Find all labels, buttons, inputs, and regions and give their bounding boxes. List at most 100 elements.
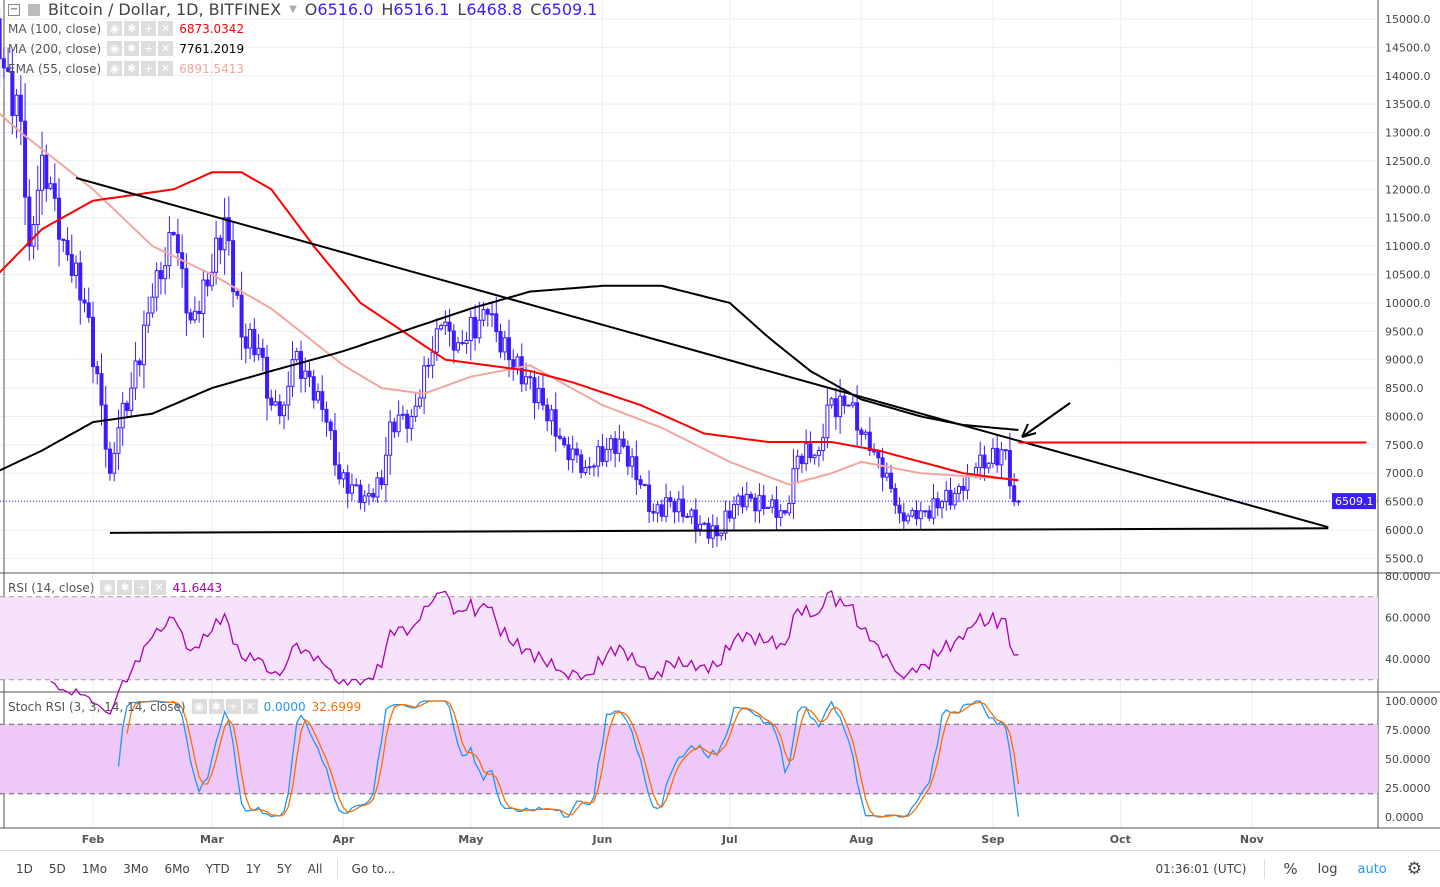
eye-icon[interactable]: ◉ bbox=[191, 699, 207, 714]
range-ytd[interactable]: YTD bbox=[205, 861, 230, 876]
eye-icon[interactable]: ◉ bbox=[107, 41, 123, 56]
plus-icon[interactable]: + bbox=[141, 41, 157, 56]
stoch-k-value: 0.0000 bbox=[263, 699, 306, 714]
indicator-label[interactable]: MA (100, close) bbox=[8, 21, 102, 36]
candle-body bbox=[375, 477, 380, 498]
range-all[interactable]: All bbox=[307, 861, 323, 876]
range-5d[interactable]: 5D bbox=[48, 861, 66, 876]
eye-icon[interactable]: ◉ bbox=[107, 61, 123, 76]
indicator-label[interactable]: EMA (55, close) bbox=[8, 61, 102, 76]
gear-icon[interactable]: ✱ bbox=[117, 580, 133, 595]
candle bbox=[995, 433, 1000, 473]
chart-canvas[interactable]: Feb Mar Apr May Jun Jul Aug Sep Oct Nov 15000.0 145… bbox=[0, 0, 1440, 850]
legend-ma100: MA (100, close) ◉ ✱ + ✕ 6873.0342 bbox=[8, 21, 244, 36]
close-icon[interactable]: ✕ bbox=[151, 580, 167, 595]
range-5y[interactable]: 5Y bbox=[276, 861, 292, 876]
plus-icon[interactable]: + bbox=[141, 61, 157, 76]
gear-icon[interactable]: ✱ bbox=[124, 21, 140, 36]
y-tick-label: 13000.0 bbox=[1385, 127, 1431, 140]
candle-body bbox=[27, 196, 32, 247]
candle-body bbox=[201, 279, 206, 315]
range-1mo[interactable]: 1Mo bbox=[81, 861, 108, 876]
rsi-tick-label: 40.0000 bbox=[1385, 653, 1431, 666]
candle bbox=[430, 336, 435, 379]
candle-body bbox=[1012, 485, 1017, 503]
candle-body bbox=[740, 495, 745, 508]
candle-body bbox=[507, 337, 512, 361]
candle bbox=[753, 493, 758, 523]
gear-icon[interactable]: ✱ bbox=[208, 699, 224, 714]
candle-body bbox=[366, 493, 371, 497]
candle-body bbox=[846, 404, 851, 407]
indicator-label[interactable]: RSI (14, close) bbox=[8, 580, 95, 595]
candle-body bbox=[396, 414, 401, 433]
indicator-label[interactable]: Stoch RSI (3, 3, 14, 14, close) bbox=[8, 699, 186, 714]
candle-body bbox=[647, 484, 652, 512]
candle-body bbox=[795, 455, 800, 470]
stoch-tick-label: 0.0000 bbox=[1385, 811, 1424, 824]
candle-body bbox=[956, 485, 961, 494]
plus-icon[interactable]: + bbox=[141, 21, 157, 36]
candle-body bbox=[332, 430, 337, 466]
indicator-label[interactable]: MA (200, close) bbox=[8, 41, 102, 56]
candle bbox=[655, 501, 660, 523]
range-3mo[interactable]: 3Mo bbox=[123, 861, 149, 876]
auto-toggle[interactable]: auto bbox=[1357, 861, 1387, 877]
candle-body bbox=[362, 495, 367, 503]
chevron-down-icon[interactable]: ▼ bbox=[289, 4, 297, 15]
symbol-title[interactable]: Bitcoin / Dollar, 1D, BITFINEX bbox=[48, 0, 282, 19]
candle bbox=[171, 231, 176, 236]
candle-body bbox=[923, 510, 928, 513]
percent-toggle[interactable]: % bbox=[1283, 860, 1298, 878]
candle bbox=[35, 165, 40, 251]
range-1y[interactable]: 1Y bbox=[245, 861, 261, 876]
clock-utc[interactable]: 01:36:01 (UTC) bbox=[1155, 862, 1247, 876]
candle-body bbox=[731, 504, 736, 519]
candle bbox=[248, 323, 253, 360]
candle bbox=[604, 437, 609, 468]
candle bbox=[867, 417, 872, 457]
candle-body bbox=[235, 291, 240, 296]
close-icon[interactable]: ✕ bbox=[158, 21, 174, 36]
candle-body bbox=[248, 328, 253, 349]
candle bbox=[158, 261, 163, 295]
candle bbox=[630, 448, 635, 478]
candle bbox=[116, 409, 121, 470]
close-icon[interactable]: ✕ bbox=[242, 699, 258, 714]
range-6mo[interactable]: 6Mo bbox=[164, 861, 190, 876]
settings-gear-icon[interactable]: ⚙ bbox=[1406, 859, 1422, 879]
candle bbox=[642, 483, 647, 487]
candle bbox=[986, 461, 991, 474]
candle-body bbox=[523, 376, 528, 385]
eye-icon[interactable]: ◉ bbox=[100, 580, 116, 595]
plus-icon[interactable]: + bbox=[225, 699, 241, 714]
candle-body bbox=[328, 421, 333, 432]
eye-icon[interactable]: ◉ bbox=[107, 21, 123, 36]
close-icon[interactable]: ✕ bbox=[158, 41, 174, 56]
candle bbox=[107, 441, 112, 481]
candle bbox=[286, 371, 291, 421]
candle-body bbox=[112, 452, 117, 474]
candle-body bbox=[303, 370, 308, 379]
candle bbox=[27, 179, 32, 261]
candle-body bbox=[409, 415, 414, 429]
go-to-button[interactable]: Go to... bbox=[351, 861, 396, 876]
gear-icon[interactable]: ✱ bbox=[124, 61, 140, 76]
candle bbox=[583, 459, 588, 476]
close-icon[interactable]: ✕ bbox=[158, 61, 174, 76]
stoch-k-line bbox=[117, 700, 1020, 818]
plus-icon[interactable]: + bbox=[134, 580, 150, 595]
candle bbox=[256, 334, 261, 361]
log-toggle[interactable]: log bbox=[1317, 861, 1338, 877]
candle bbox=[192, 296, 197, 324]
candle-body bbox=[672, 501, 677, 513]
candle bbox=[914, 500, 919, 526]
candle-body bbox=[10, 70, 15, 117]
candle bbox=[222, 198, 227, 275]
collapse-icon[interactable]: − bbox=[8, 3, 20, 16]
range-1d[interactable]: 1D bbox=[16, 861, 33, 876]
candle-body bbox=[1, 58, 6, 69]
candle-body bbox=[927, 510, 932, 519]
candle-body bbox=[209, 271, 214, 287]
gear-icon[interactable]: ✱ bbox=[124, 41, 140, 56]
